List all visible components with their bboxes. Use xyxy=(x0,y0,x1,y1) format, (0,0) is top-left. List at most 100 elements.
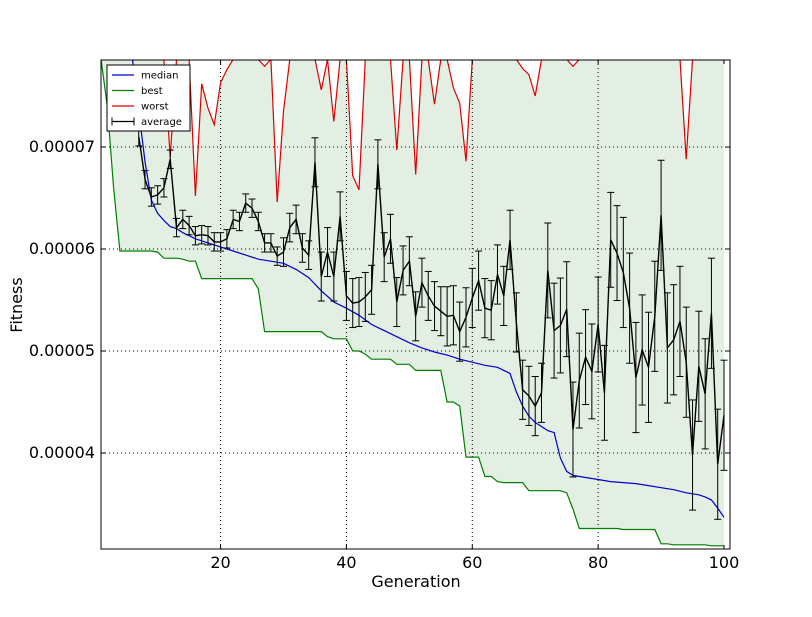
average-errorbar xyxy=(638,294,646,406)
average-errorbar xyxy=(235,211,243,232)
worst-line xyxy=(163,60,694,203)
average-errorbar xyxy=(154,185,162,205)
average-errorbar xyxy=(626,252,634,364)
average-errorbar xyxy=(619,216,627,329)
y-tick-label: 0.00004 xyxy=(29,443,95,462)
worst-best-band xyxy=(101,60,724,546)
average-errorbar xyxy=(519,359,527,420)
average-errorbar xyxy=(286,212,294,243)
average-errorbar xyxy=(279,237,287,267)
average-errorbar xyxy=(311,137,319,188)
average-errorbar xyxy=(368,264,376,315)
average-errorbar xyxy=(701,338,709,450)
average-errorbar xyxy=(607,191,615,288)
average-errorbar xyxy=(575,332,583,429)
average-errorbar xyxy=(600,344,608,441)
average-errorbar xyxy=(147,187,155,207)
average-errorbar xyxy=(588,323,596,420)
average-errorbar xyxy=(594,276,602,373)
legend-entry-average: average xyxy=(111,117,182,128)
average-errorbar xyxy=(493,244,501,305)
y-tick-label: 0.00006 xyxy=(29,239,95,258)
average-errorbar xyxy=(418,257,426,308)
average-errorbar xyxy=(317,251,325,302)
average-errorbar xyxy=(695,310,703,422)
average-errorbar xyxy=(185,215,193,236)
average-errorbar xyxy=(449,285,457,346)
average-errorbar xyxy=(217,232,225,252)
fill-band xyxy=(101,60,724,546)
series-lines xyxy=(101,60,728,547)
median-line xyxy=(131,60,725,518)
average-errorbar xyxy=(229,209,237,230)
axis-ticks: 20 40 60 80 100 0.00004 0.00005 0.00006 0.00007 xyxy=(29,60,739,572)
x-tick-label: 100 xyxy=(709,553,740,572)
average-errorbar xyxy=(462,287,470,348)
average-errorbar xyxy=(487,280,495,341)
average-errorbar xyxy=(424,270,432,321)
x-axis-label: Generation xyxy=(371,572,460,591)
average-errorbar xyxy=(336,191,344,242)
average-errorbar xyxy=(223,229,231,249)
best-line xyxy=(101,60,724,547)
average-errorbar xyxy=(242,193,250,213)
average-errorbar xyxy=(330,251,338,302)
average-errorbar xyxy=(191,226,199,246)
average-errorbar xyxy=(563,261,571,358)
average-errorbar xyxy=(644,311,652,423)
average-errorbar xyxy=(456,301,464,362)
average-line xyxy=(138,136,725,465)
average-errorbar xyxy=(210,232,218,252)
average-errorbar xyxy=(355,277,363,328)
average-errorbar xyxy=(380,232,388,283)
average-errorbar xyxy=(550,282,558,379)
average-errorbar xyxy=(141,169,149,190)
average-errorbar xyxy=(569,381,577,478)
legend-box xyxy=(106,64,191,132)
average-errorbar xyxy=(305,240,313,270)
average-errorbar xyxy=(632,321,640,434)
average-errorbar xyxy=(512,292,520,353)
legend-entry-median: median xyxy=(112,71,179,82)
average-errorbar xyxy=(651,260,659,372)
average-errorbar xyxy=(160,178,168,198)
legend-entry-best: best xyxy=(112,86,163,97)
y-tick-label: 0.00005 xyxy=(29,341,95,360)
legend-label: median xyxy=(141,71,179,82)
x-tick-label: 20 xyxy=(210,553,230,572)
average-errorbar xyxy=(374,139,382,190)
average-errorbar xyxy=(298,233,306,263)
average-errorbar xyxy=(475,250,483,311)
average-errorbar xyxy=(267,233,275,253)
legend-label: best xyxy=(141,86,163,97)
legend-label: worst xyxy=(141,102,169,113)
average-errorbar xyxy=(393,277,401,328)
average-errorbar xyxy=(613,205,621,302)
average-errorbar xyxy=(437,286,445,337)
average-errorbar xyxy=(361,271,369,322)
average-errorbar xyxy=(481,278,489,339)
average-errorbar xyxy=(720,359,728,471)
average-errorbar xyxy=(349,278,357,329)
average-errorbar xyxy=(663,292,671,404)
average-errorbar xyxy=(525,365,533,426)
average-errorbar xyxy=(405,236,413,287)
x-tick-label: 60 xyxy=(462,553,482,572)
average-errorbar xyxy=(538,362,546,423)
legend-label: average xyxy=(141,117,182,128)
average-errorbar xyxy=(399,245,407,296)
average-errorbar xyxy=(707,257,715,369)
average-errorbar xyxy=(173,217,181,238)
average-errorbar xyxy=(254,211,262,232)
average-errorbar xyxy=(204,226,212,246)
average-errorbar xyxy=(179,209,187,230)
average-errorbar xyxy=(273,246,281,266)
y-tick-label: 0.00007 xyxy=(29,137,95,156)
average-errorbar xyxy=(657,159,665,271)
x-tick-label: 80 xyxy=(588,553,608,572)
average-errorbar xyxy=(198,225,206,245)
average-errorbar xyxy=(714,408,722,520)
legend: median best worst average xyxy=(106,64,191,132)
average-errorbar xyxy=(676,265,684,377)
